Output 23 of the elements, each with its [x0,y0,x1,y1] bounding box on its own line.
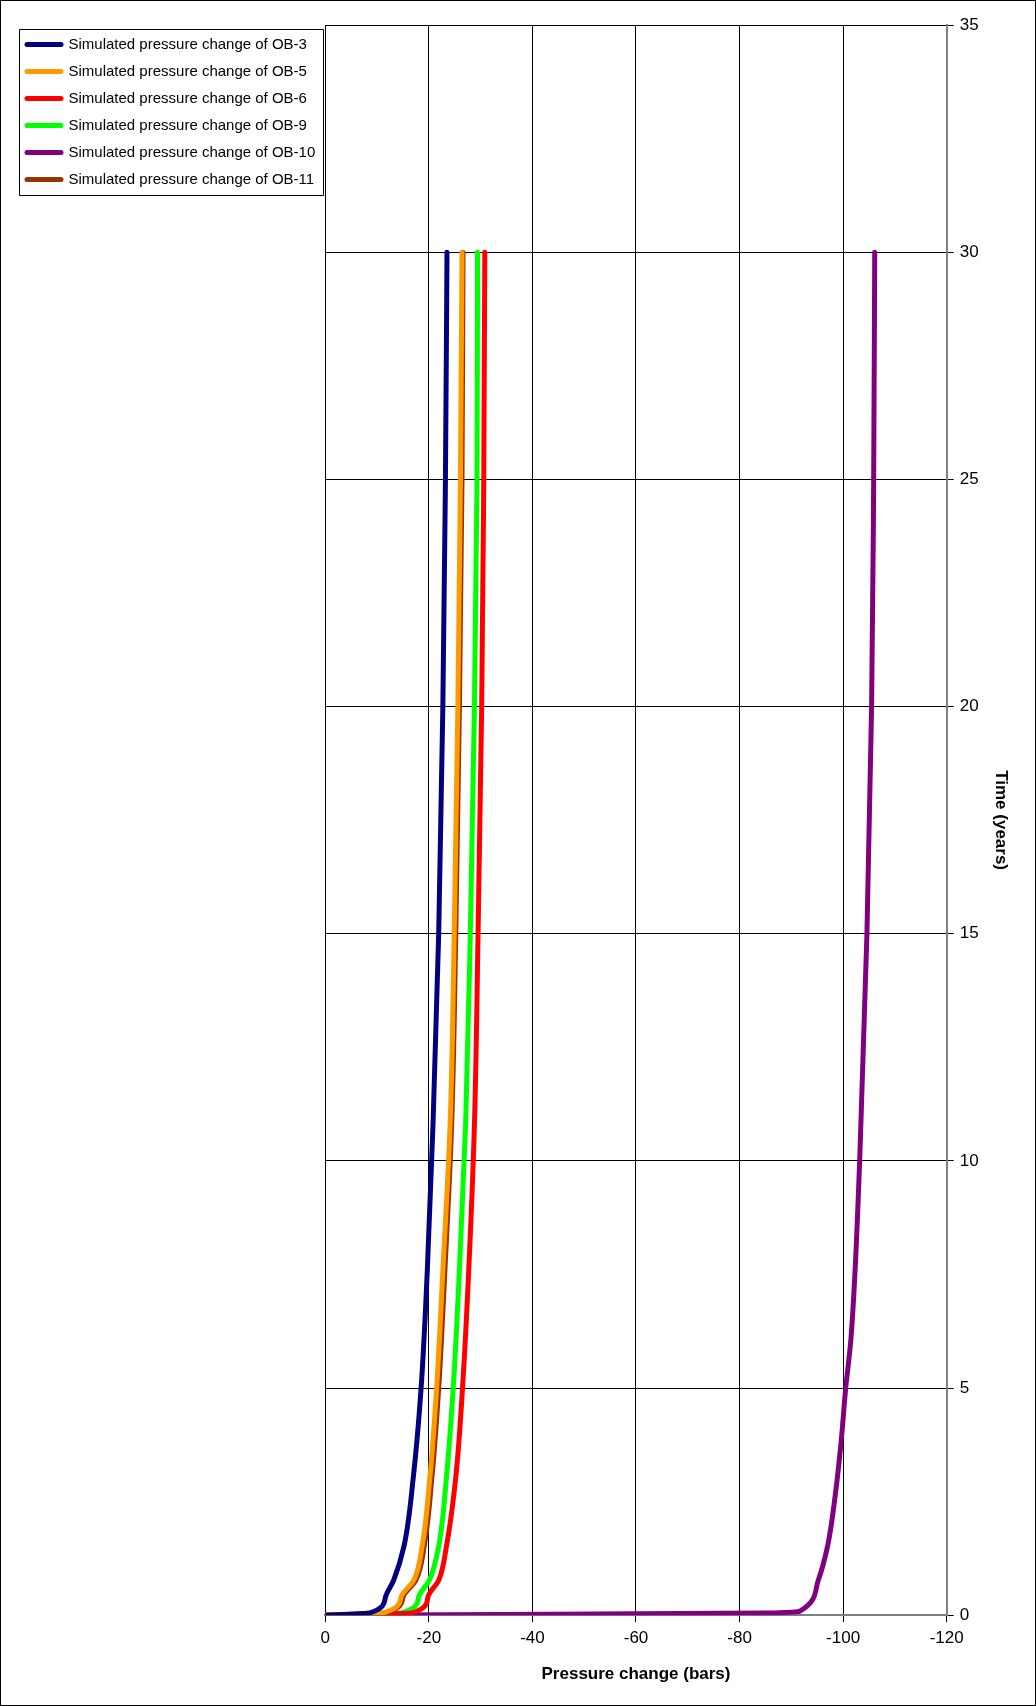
x-tick-label: -60 [623,1628,649,1648]
legend-label: Simulated pressure change of OB-9 [68,115,307,133]
y-tick-label: 35 [959,14,979,34]
legend-label: Simulated pressure change of OB-5 [68,61,307,79]
y-tick-label: 30 [959,241,979,261]
y-tick-label: 25 [959,469,979,489]
legend-label: Simulated pressure change of OB-3 [68,34,307,52]
legend-label: Simulated pressure change of OB-10 [68,142,316,160]
y-axis-title: Time (years) [992,770,1012,871]
x-tick-label: -40 [520,1628,545,1648]
x-tick-label: -20 [416,1628,442,1648]
x-axis-title: Pressure change (bars) [541,1664,731,1684]
legend-label: Simulated pressure change of OB-11 [68,169,315,187]
legend-label: Simulated pressure change of OB-6 [68,88,307,106]
x-tick-label: -80 [727,1628,752,1648]
y-tick-label: 15 [959,923,979,943]
x-tick-label: 0 [320,1628,331,1648]
x-tick-label: -120 [929,1628,964,1648]
y-tick-label: 0 [959,1604,970,1624]
y-tick-label: 5 [959,1377,970,1397]
y-tick-label: 20 [959,696,979,716]
y-tick-label: 10 [959,1150,979,1170]
x-tick-label: -100 [826,1628,861,1648]
